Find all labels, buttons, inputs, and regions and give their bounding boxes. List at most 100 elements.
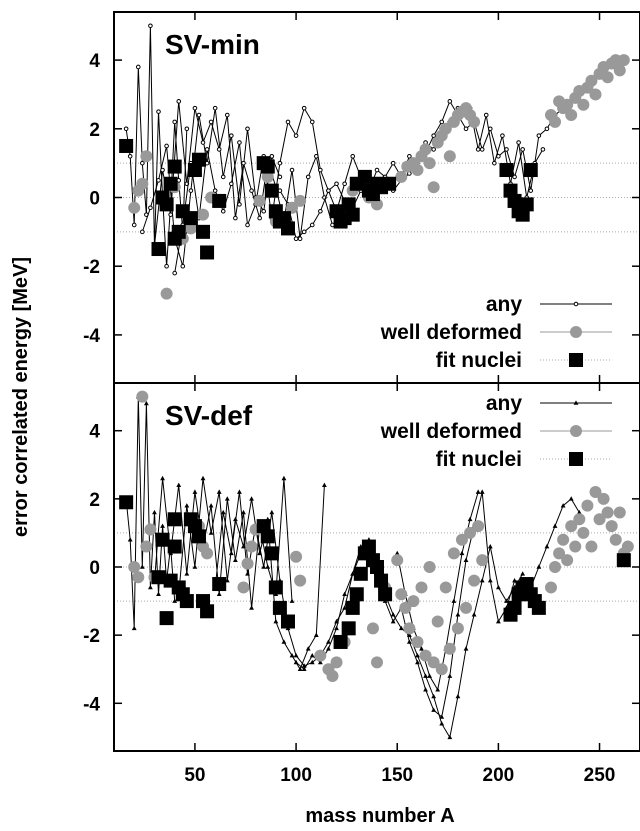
any-point — [245, 126, 250, 132]
any-point — [257, 215, 262, 221]
well-deformed-point — [261, 170, 274, 183]
x-tick-label: 250 — [584, 765, 616, 786]
any-point — [455, 612, 461, 617]
any-point — [192, 489, 198, 494]
any-point — [160, 475, 165, 481]
any-point — [168, 212, 173, 217]
well-deformed-point — [253, 194, 266, 207]
any-point — [483, 112, 489, 118]
well-deformed-point — [411, 635, 424, 648]
any-point — [423, 673, 428, 678]
fit-nuclei-point — [499, 163, 514, 178]
x-tick-label: 200 — [483, 765, 515, 786]
any-point — [398, 625, 404, 631]
any-point — [216, 147, 222, 152]
fit-nuclei-point — [159, 611, 174, 626]
any-point — [390, 618, 396, 624]
any-point — [293, 236, 299, 242]
any-point — [423, 687, 428, 692]
any-point — [176, 99, 182, 104]
fit-nuclei-point — [519, 197, 534, 212]
well-deformed-point — [476, 554, 489, 567]
any-point — [273, 618, 279, 624]
any-point — [245, 222, 250, 228]
well-deformed-point — [589, 88, 602, 101]
well-deformed-point — [617, 54, 630, 67]
any-point — [297, 236, 303, 242]
any-point — [500, 133, 505, 138]
well-deformed-point — [577, 98, 590, 111]
well-deformed-point — [128, 561, 141, 573]
y-tick-label: 4 — [89, 51, 100, 72]
any-point — [350, 153, 356, 159]
any-point — [180, 263, 186, 269]
fit-nuclei-point — [212, 193, 227, 208]
fit-nuclei-point — [268, 580, 283, 595]
legend-label: any — [486, 392, 523, 415]
any-point — [152, 509, 157, 515]
well-deformed-point — [395, 588, 408, 601]
well-deformed-point — [455, 533, 468, 546]
fit-nuclei-point — [370, 560, 384, 574]
panel-title: SV-min — [165, 29, 260, 60]
any-point — [261, 208, 267, 214]
any-series-line — [178, 478, 325, 671]
any-point — [188, 188, 194, 193]
x-tick-label: 150 — [381, 765, 413, 786]
any-point — [451, 598, 457, 603]
well-deformed-point — [593, 513, 606, 526]
y-tick-label: -4 — [83, 694, 100, 715]
well-deformed-point — [366, 622, 379, 635]
any-point — [220, 509, 226, 515]
well-deformed-point — [136, 390, 149, 403]
fit-nuclei-point — [191, 152, 206, 167]
well-deformed-point — [241, 557, 254, 570]
any-point — [560, 503, 566, 508]
fit-nuclei-point — [212, 577, 227, 592]
any-point — [322, 482, 327, 488]
legend-marker — [573, 400, 579, 405]
well-deformed-point — [605, 520, 618, 533]
well-deformed-point — [549, 115, 562, 128]
any-point — [305, 646, 311, 651]
fit-nuclei-point — [200, 604, 215, 619]
any-point — [463, 646, 469, 651]
well-deformed-point — [128, 201, 141, 214]
fit-nuclei-point — [119, 495, 134, 510]
any-point — [447, 673, 453, 678]
panel-sv-def: -4 -2 0 2 4 50 100 150 200 250 SV-def any well defor… — [83, 382, 640, 786]
any-point — [313, 632, 319, 637]
fit-nuclei-point — [280, 614, 295, 629]
well-deformed-point — [132, 571, 145, 584]
legend-label: any — [486, 293, 523, 316]
fit-nuclei-point — [179, 594, 194, 609]
any-point — [459, 550, 465, 556]
well-deformed-point — [391, 554, 404, 567]
well-deformed-point — [411, 164, 424, 177]
well-deformed-point — [581, 499, 594, 512]
well-deformed-point — [423, 157, 436, 170]
well-deformed-point — [565, 109, 578, 122]
any-point — [208, 530, 214, 535]
well-deformed-point — [472, 520, 485, 533]
well-deformed-point — [561, 554, 574, 567]
well-deformed-point — [294, 574, 307, 587]
any-point — [200, 140, 206, 145]
well-deformed-point — [601, 506, 614, 519]
any-point — [492, 160, 497, 166]
any-point — [289, 167, 295, 173]
any-point — [309, 659, 315, 665]
any-point — [148, 205, 153, 211]
y-tick-label: -2 — [83, 626, 100, 647]
any-point — [293, 133, 299, 138]
any-point — [156, 178, 161, 183]
any-point — [479, 578, 485, 583]
any-point — [293, 652, 299, 658]
y-tick-label: -2 — [83, 257, 100, 278]
any-point — [245, 571, 250, 576]
any-point — [431, 133, 436, 138]
any-point — [326, 188, 331, 193]
any-point — [148, 584, 153, 590]
fit-nuclei-point — [167, 539, 182, 554]
